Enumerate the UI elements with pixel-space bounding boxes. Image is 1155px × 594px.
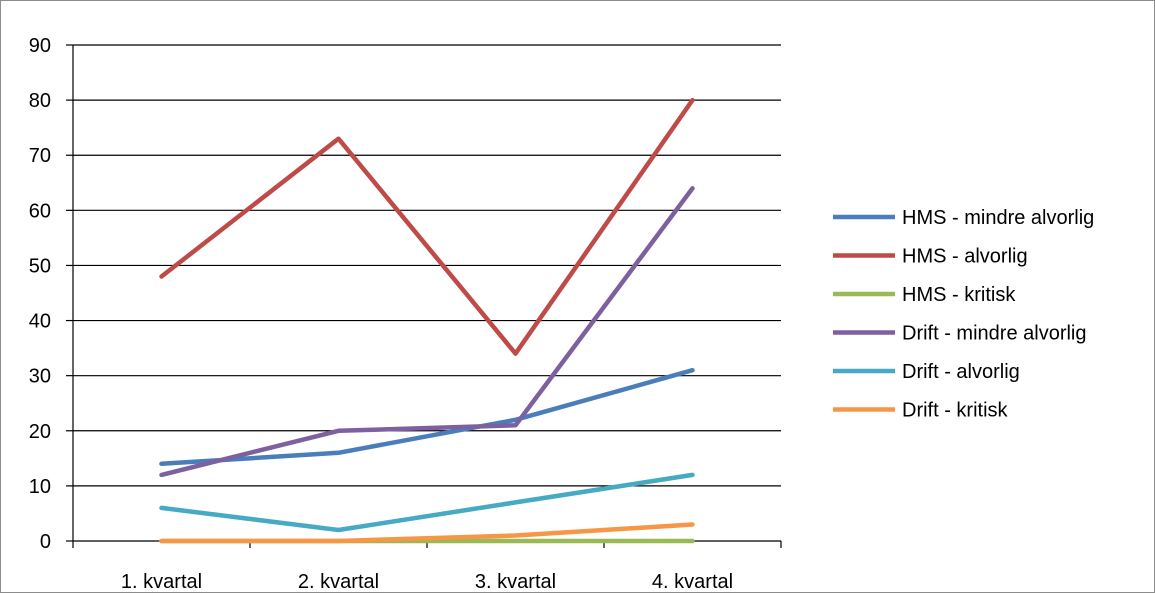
legend-label: HMS - kritisk bbox=[902, 284, 1016, 306]
series-lines bbox=[159, 97, 695, 544]
axes: 0 10 20 30 40 50 60 70 80 90 1. kvartal 2. kvartal 3… bbox=[29, 35, 782, 593]
y-tick-label: 10 bbox=[29, 476, 51, 498]
x-category-label: 2. kvartal bbox=[298, 571, 379, 593]
gridlines bbox=[73, 44, 781, 487]
legend-label: HMS - alvorlig bbox=[902, 246, 1028, 268]
x-category-label: 4. kvartal bbox=[652, 571, 733, 593]
x-category-label: 1. kvartal bbox=[121, 571, 202, 593]
y-tick-label: 60 bbox=[29, 200, 51, 222]
x-category-label: 3. kvartal bbox=[475, 571, 556, 593]
y-tick-label: 20 bbox=[29, 421, 51, 443]
y-tick-label: 30 bbox=[29, 366, 51, 388]
series-line-3 bbox=[159, 186, 695, 478]
legend-label: Drift - kritisk bbox=[902, 400, 1009, 422]
legend: HMS - mindre alvorlig HMS - alvorlig HMS -… bbox=[833, 207, 1094, 422]
y-tick-label: 0 bbox=[40, 531, 51, 553]
legend-label: HMS - mindre alvorlig bbox=[902, 207, 1094, 229]
legend-label: Drift - mindre alvorlig bbox=[902, 323, 1086, 345]
legend-label: Drift - alvorlig bbox=[902, 361, 1020, 383]
y-tick-label: 40 bbox=[29, 311, 51, 333]
series-line-0 bbox=[159, 367, 695, 467]
series-line-1 bbox=[159, 97, 695, 356]
y-tick-label: 50 bbox=[29, 255, 51, 277]
y-tick-label: 80 bbox=[29, 90, 51, 112]
series-line-5 bbox=[159, 522, 695, 544]
y-tick-label: 90 bbox=[29, 35, 51, 57]
series-line-4 bbox=[159, 472, 695, 533]
y-tick-label: 70 bbox=[29, 145, 51, 167]
